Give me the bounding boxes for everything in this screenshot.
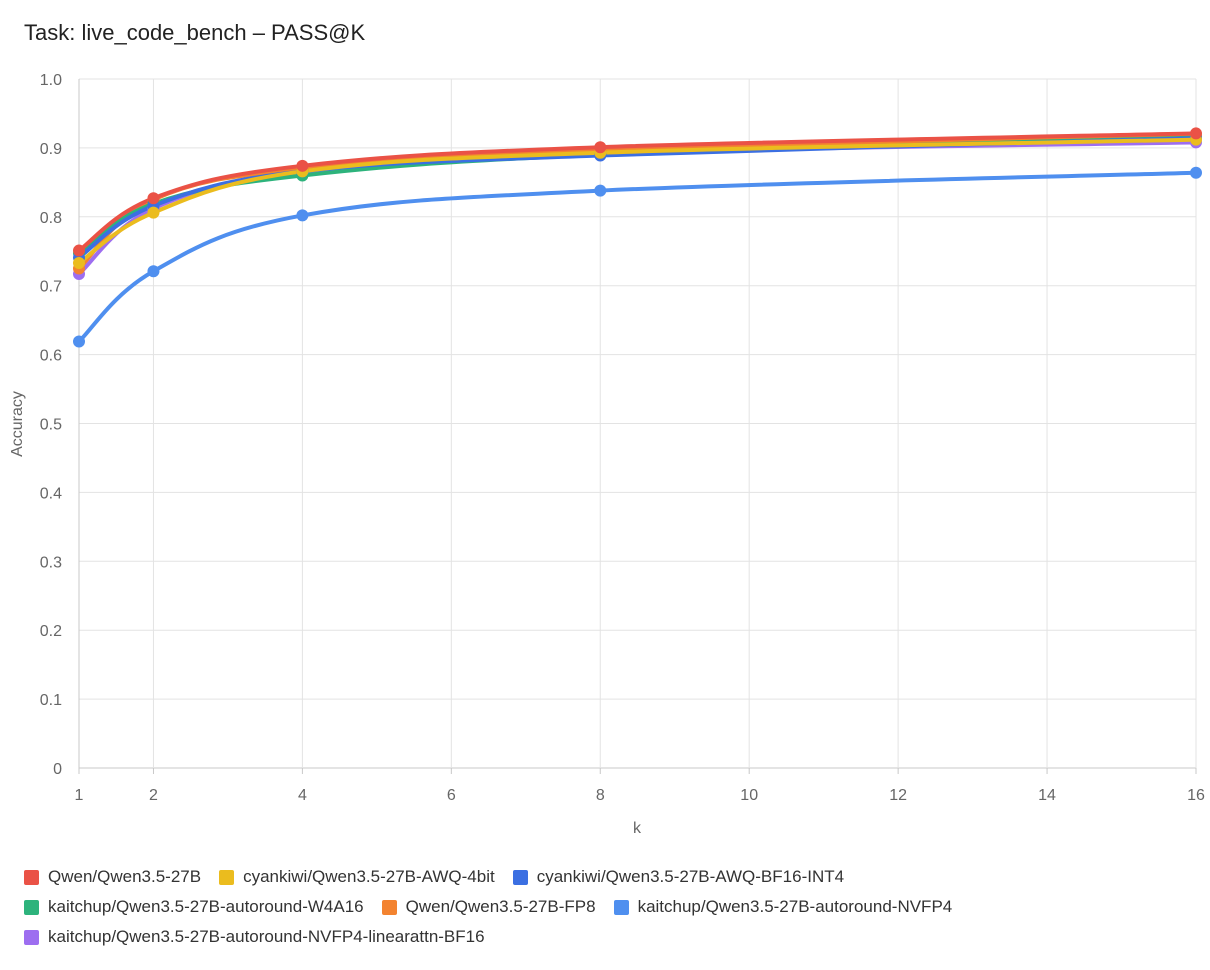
legend-label: kaitchup/Qwen3.5-27B-autoround-W4A16 xyxy=(48,897,364,916)
legend-swatch xyxy=(24,869,39,885)
y-tick-label: 0.6 xyxy=(40,348,62,365)
y-tick-label: 0.1 xyxy=(40,692,62,709)
legend-item[interactable]: kaitchup/Qwen3.5-27B-autoround-W4A16 xyxy=(24,897,364,917)
legend-label: cyankiwi/Qwen3.5-27B-AWQ-BF16-INT4 xyxy=(536,867,845,886)
x-tick-label: 16 xyxy=(1187,787,1205,804)
legend-item[interactable]: kaitchup/Qwen3.5-27B-autoround-NVFP4-lin… xyxy=(24,927,485,947)
legend-swatch xyxy=(381,899,397,915)
y-axis-label: Accuracy xyxy=(9,391,26,457)
x-tick-label: 14 xyxy=(1038,787,1056,804)
y-tick-label: 0.7 xyxy=(40,279,62,296)
series-line-2 xyxy=(77,136,1198,260)
y-tick-label: 1.0 xyxy=(40,72,62,89)
data-point xyxy=(147,265,160,278)
axes: 00.10.20.30.40.50.60.70.80.91.01 2 4 6 8 10 12… xyxy=(40,72,1205,804)
legend-row: kaitchup/Qwen3.5-27B-autoround-W4A16 Qwen… xyxy=(24,892,1194,922)
data-point xyxy=(73,256,85,269)
legend-swatch xyxy=(613,899,629,915)
x-tick-label: 2 xyxy=(149,787,158,804)
legend-row: Qwen/Qwen3.5-27B cyankiwi/Qwen3.5-27B-AWQ… xyxy=(24,862,1194,892)
legend-label: kaitchup/Qwen3.5-27B-autoround-NVFP4 xyxy=(637,897,953,916)
legend-item[interactable]: cyankiwi/Qwen3.5-27B-AWQ-4bit xyxy=(219,867,495,887)
line-chart: 00.10.20.30.40.50.60.70.80.91.01 2 4 6 8 10 12… xyxy=(9,72,1205,837)
data-point xyxy=(296,159,309,172)
data-point xyxy=(73,244,85,257)
data-point xyxy=(296,209,309,222)
data-point xyxy=(1190,166,1202,179)
data-point xyxy=(594,141,607,154)
x-tick-label: 4 xyxy=(298,787,307,804)
legend-item[interactable]: Qwen/Qwen3.5-27B-FP8 xyxy=(381,897,596,917)
y-tick-label: 0.8 xyxy=(40,210,62,227)
series-lines xyxy=(77,131,1198,344)
legend-swatch xyxy=(24,899,39,915)
series-line-1 xyxy=(77,137,1198,265)
y-tick-label: 0 xyxy=(53,761,62,778)
x-tick-label: 10 xyxy=(740,787,758,804)
data-point xyxy=(147,192,160,205)
chart-title: Task: live_code_bench – PASS@K xyxy=(24,20,366,45)
legend-label: kaitchup/Qwen3.5-27B-autoround-NVFP4-lin… xyxy=(48,927,485,946)
legend-swatch xyxy=(24,929,39,945)
x-tick-label: 12 xyxy=(889,787,907,804)
series-line-6 xyxy=(77,140,1198,276)
x-axis-label: k xyxy=(633,820,642,837)
chart-legend: Qwen/Qwen3.5-27B cyankiwi/Qwen3.5-27B-AWQ… xyxy=(24,862,1194,952)
y-tick-label: 0.4 xyxy=(40,485,62,502)
legend-swatch xyxy=(512,869,528,885)
data-point xyxy=(594,184,607,197)
y-tick-label: 0.3 xyxy=(40,554,62,571)
legend-item[interactable]: Qwen/Qwen3.5-27B xyxy=(24,867,201,887)
x-tick-label: 8 xyxy=(596,787,605,804)
series-line-5 xyxy=(77,170,1198,344)
y-tick-label: 0.9 xyxy=(40,141,62,158)
legend-label: cyankiwi/Qwen3.5-27B-AWQ-4bit xyxy=(243,867,495,886)
legend-row: kaitchup/Qwen3.5-27B-autoround-NVFP4-lin… xyxy=(24,922,1194,952)
data-point xyxy=(73,335,85,348)
legend-label: Qwen/Qwen3.5-27B xyxy=(48,867,202,886)
legend-label: Qwen/Qwen3.5-27B-FP8 xyxy=(405,897,596,916)
x-tick-label: 1 xyxy=(75,787,84,804)
data-points xyxy=(73,127,1202,348)
legend-item[interactable]: kaitchup/Qwen3.5-27B-autoround-NVFP4 xyxy=(613,897,953,917)
legend-swatch xyxy=(219,869,235,885)
y-tick-label: 0.5 xyxy=(40,417,62,434)
legend-item[interactable]: cyankiwi/Qwen3.5-27B-AWQ-BF16-INT4 xyxy=(512,867,845,887)
x-tick-label: 6 xyxy=(447,787,456,804)
y-tick-label: 0.2 xyxy=(40,623,62,640)
data-point xyxy=(1190,127,1202,140)
data-point xyxy=(147,206,160,219)
